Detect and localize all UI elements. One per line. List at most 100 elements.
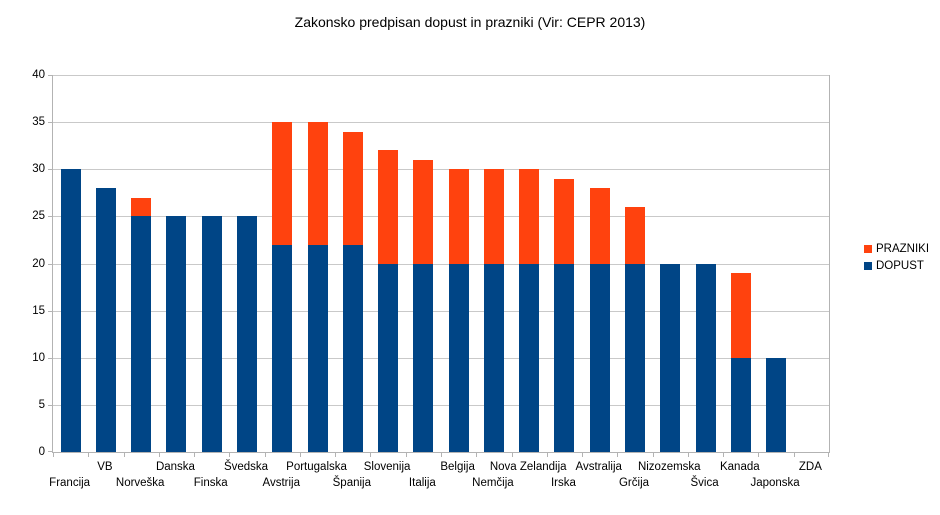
x-axis-tick [370,453,372,457]
legend-swatch-dopust-icon [864,261,872,270]
plot-area [48,75,830,457]
x-axis-tick [476,453,478,457]
bar-prazniki-2 [131,197,152,217]
gridline [53,263,829,265]
x-axis-category-label: Grčija [618,477,650,489]
bar-dopust-3 [166,216,187,452]
x-axis-category-label: Portugalska [286,461,347,473]
bar-dopust-19 [730,357,751,452]
bar-dopust-4 [201,216,222,452]
x-axis-category-label: Norveška [115,477,165,489]
gridline [53,122,829,124]
x-axis-category-label: Avstrija [262,477,301,489]
bar-dopust-14 [554,263,575,452]
x-axis-tick [405,453,407,457]
bar-dopust-16 [625,263,645,452]
bar-dopust-9 [378,263,399,452]
x-axis-tick [687,453,689,457]
bar-prazniki-15 [589,188,610,264]
y-axis-tick-label: 35 [32,116,45,129]
y-axis-tick [48,404,53,406]
x-axis-tick [828,453,829,457]
bar-dopust-18 [695,263,716,452]
bar-prazniki-9 [378,150,399,264]
x-axis-category-label: Belgija [440,461,475,473]
bar-dopust-7 [307,244,328,452]
legend-swatch-prazniki-icon [864,244,872,253]
y-axis-tick [48,122,53,124]
x-axis-category-label: Švedska [223,461,269,473]
x-axis-category-label: Nova Zelandija [489,461,567,473]
y-axis-tick-label: 20 [32,257,45,270]
x-axis-tick [194,453,196,457]
y-axis-tick-label: 25 [32,210,45,223]
bar-prazniki-19 [730,272,751,358]
chart-title: Zakonsko predpisan dopust in prazniki (V… [294,14,646,30]
x-axis-category-label: Nizozemska [637,461,701,473]
x-axis-tick [582,453,584,457]
x-axis-category-label: ZDA [798,461,822,473]
y-axis-tick [48,75,53,76]
bar-dopust-12 [483,263,504,452]
x-axis-tick [158,453,160,457]
x-axis-tick [229,453,231,457]
x-axis-category-label: Slovenija [363,461,411,473]
x-axis-tick [758,453,760,457]
gridline [53,169,829,171]
y-axis-tick [48,169,53,171]
bar-prazniki-16 [625,206,645,264]
gridline [53,75,829,76]
gridline [53,404,829,406]
x-axis-tick [723,453,725,457]
bar-prazniki-12 [483,169,504,264]
x-axis-category-label: Finska [193,477,228,489]
bar-prazniki-13 [519,169,540,264]
bar-dopust-1 [95,188,116,452]
x-axis-tick [652,453,654,457]
y-axis-tick-label: 15 [32,304,45,317]
bar-prazniki-11 [448,169,469,264]
legend: PRAZNIKI DOPUST [864,240,929,274]
legend-label-dopust: DOPUST [876,259,924,272]
y-axis-tick-label: 5 [38,398,45,411]
x-axis-category-label: Italija [408,477,436,489]
x-axis-tick [335,453,337,457]
x-axis-tick [793,453,795,457]
y-axis-tick [48,451,53,452]
bar-prazniki-10 [413,159,434,264]
x-axis-category-label: Irska [550,477,576,489]
x-axis-tick [617,453,619,457]
x-axis-tick [441,453,442,457]
bar-dopust-20 [766,357,787,452]
y-axis-tick-label: 0 [38,446,45,458]
x-axis-category-label: Avstralija [575,461,622,473]
x-axis-category-label: Švica [690,477,719,489]
bar-prazniki-14 [554,178,575,264]
x-axis-tick [123,453,125,457]
x-axis-tick [511,453,513,457]
x-axis-tick [546,453,548,457]
x-axis-tick [53,453,54,457]
y-axis-tick [48,310,53,312]
bar-prazniki-7 [307,122,328,245]
y-axis-tick [48,263,53,265]
x-axis-category-label: Danska [155,461,195,473]
legend-label-prazniki: PRAZNIKI [876,242,930,255]
bar-dopust-0 [60,169,81,452]
x-axis-category-label: Španija [332,477,371,489]
x-axis-category-label: Francija [49,477,91,489]
y-axis-tick [48,216,53,218]
gridline [53,357,829,359]
bar-dopust-15 [589,263,610,452]
bar-dopust-10 [413,263,434,452]
x-axis-category-label: VB [97,461,113,473]
bar-dopust-17 [660,263,681,452]
x-axis-tick [88,453,90,457]
x-axis-category-label: Nemčija [472,477,514,489]
gridline [53,310,829,312]
bar-prazniki-8 [342,131,363,245]
x-axis-category-label: Kanada [719,461,760,473]
bar-prazniki-6 [272,122,293,245]
bar-dopust-2 [131,216,152,452]
